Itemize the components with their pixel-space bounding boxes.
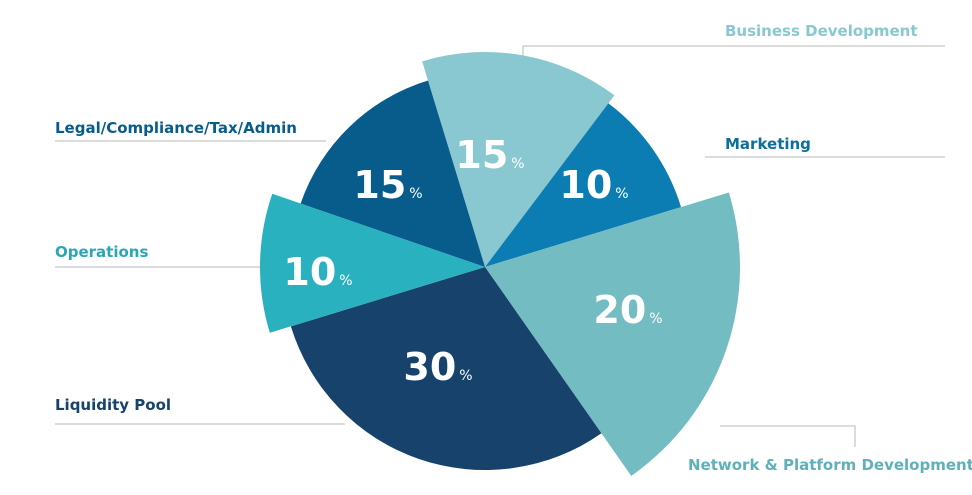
pie-slice [485,103,682,267]
slice-value-label: 10% [559,163,628,207]
leader-line [720,425,856,447]
pie-slice [260,193,485,333]
slice-value-label: 20% [593,288,662,332]
value-labels: 15% 10 %20 %30 %10 %15% [283,133,662,389]
slice-category-label: Liquidity Pool [55,396,171,414]
slice-category-label: Marketing [725,135,811,153]
pie-slice [290,267,602,470]
slice-category-label: Legal/Compliance/Tax/Admin [55,119,297,137]
pie-slice [422,51,615,267]
category-labels: Business Development Marketing Network & P… [55,22,972,474]
leader-line [522,45,945,66]
slice-category-label: Business Development [725,22,918,40]
pie-slice [300,80,485,267]
slice-value-label: 15% [455,133,524,177]
slice-value-label: 10% [283,250,352,294]
pie-slices [260,51,741,476]
slice-category-label: Operations [55,243,148,261]
leader-lines [55,45,945,447]
slice-category-label: Network & Platform Development [688,456,972,474]
slice-value-label: 15% [353,163,422,207]
pie-slice [485,192,741,476]
slice-value-label: 30% [403,345,472,389]
